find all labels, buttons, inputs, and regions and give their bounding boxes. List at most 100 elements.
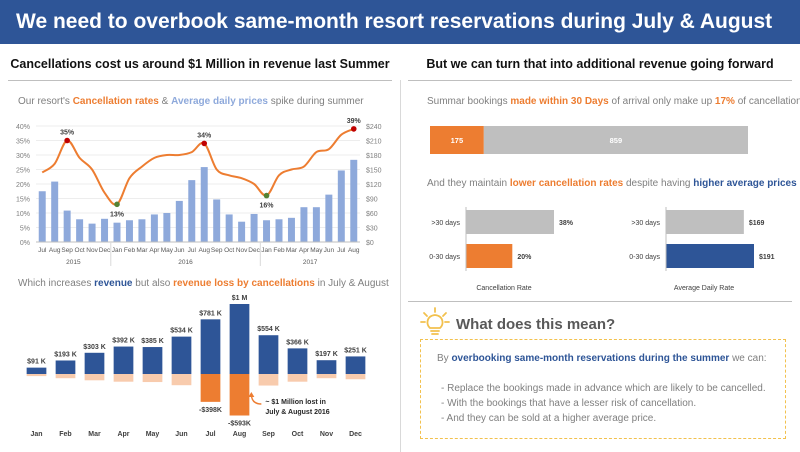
point-marker bbox=[263, 192, 270, 199]
month-tick-label: Jun bbox=[324, 247, 335, 254]
price-bar bbox=[138, 219, 146, 242]
price-bar bbox=[200, 167, 208, 242]
month-tick-label: Oct bbox=[75, 247, 85, 254]
price-bar bbox=[300, 207, 308, 242]
month-tick-label: Mar bbox=[136, 247, 148, 254]
share-segment-label: 859 bbox=[610, 136, 623, 145]
month-tick-label: Sep bbox=[262, 431, 275, 438]
month-tick-label: Jul bbox=[38, 247, 47, 254]
month-tick-label: Jun bbox=[175, 431, 187, 438]
point-label: 13% bbox=[110, 211, 125, 218]
average-daily-rate-chart: >30 days $169 0-30 days $191 Average Daily R… bbox=[629, 207, 775, 292]
price-bar bbox=[150, 214, 158, 242]
revenue-value-label: $385 K bbox=[141, 338, 164, 345]
higher-prices-highlight: higher average prices bbox=[693, 178, 797, 189]
price-bar bbox=[175, 200, 183, 242]
revenue-value-label: $366 K bbox=[286, 339, 309, 346]
y-right-tick-label: $150 bbox=[366, 168, 382, 175]
revenue-bar bbox=[142, 347, 163, 374]
loss-bar bbox=[113, 374, 134, 382]
y-left-tick-label: 5% bbox=[20, 226, 30, 233]
revenue-value-label: $197 K bbox=[315, 351, 338, 358]
loss-bar bbox=[229, 374, 250, 416]
point-label: 34% bbox=[197, 132, 212, 139]
price-bar bbox=[113, 222, 121, 242]
y-left-tick-label: 40% bbox=[16, 124, 30, 131]
tip-item: - Replace the bookings made in advance w… bbox=[441, 383, 766, 394]
price-bar bbox=[38, 191, 46, 242]
revenue-bar bbox=[316, 360, 337, 374]
month-tick-label: Apr bbox=[149, 247, 160, 254]
month-tick-label: Oct bbox=[224, 247, 234, 254]
tip-item: - With the bookings that have a lesser r… bbox=[441, 398, 697, 409]
price-bar bbox=[76, 219, 84, 242]
y-right-tick-label: $0 bbox=[366, 240, 374, 247]
price-bar bbox=[275, 219, 283, 242]
y-right-tick-label: $60 bbox=[366, 211, 378, 218]
month-tick-label: Jul bbox=[205, 431, 215, 438]
point-label: 35% bbox=[60, 130, 75, 137]
month-tick-label: Jul bbox=[337, 247, 346, 254]
bar-category-label: 0-30 days bbox=[429, 254, 460, 261]
compare-bar bbox=[466, 244, 513, 268]
revenue-value-label: $554 K bbox=[257, 326, 280, 333]
revenue-highlight: revenue bbox=[94, 278, 133, 289]
price-bar bbox=[213, 199, 221, 242]
cancellation-rate-line bbox=[41, 127, 355, 206]
revenue-bar bbox=[345, 356, 366, 374]
revenue-value-label: $91 K bbox=[27, 359, 46, 366]
chart1-caption: Our resort's Cancellation rates & Averag… bbox=[18, 96, 364, 107]
compare-bar bbox=[666, 210, 744, 234]
month-tick-label: Nov bbox=[236, 247, 248, 254]
chart-title: Average Daily Rate bbox=[674, 285, 734, 292]
share-segment bbox=[483, 126, 748, 154]
revenue-value-label: $251 K bbox=[344, 347, 367, 354]
y-left-tick-label: 15% bbox=[16, 197, 30, 204]
month-tick-label: Jun bbox=[174, 247, 185, 254]
lightbulb-icon bbox=[420, 307, 450, 335]
y-right-tick-label: $180 bbox=[366, 153, 382, 160]
y-right-tick-label: $120 bbox=[366, 182, 382, 189]
price-bar bbox=[63, 210, 71, 242]
share-segment bbox=[430, 126, 484, 154]
revenue-value-label: $303 K bbox=[83, 344, 106, 351]
revenue-bar bbox=[26, 367, 47, 374]
year-tick-label: 2016 bbox=[178, 259, 193, 266]
price-bar bbox=[263, 220, 271, 242]
loss-value-label: -$398K bbox=[199, 407, 222, 414]
chart3-caption: Summar bookings made within 30 Days of a… bbox=[427, 96, 800, 107]
point-marker bbox=[64, 137, 70, 144]
price-bar bbox=[350, 159, 358, 242]
revenue-bar bbox=[229, 304, 250, 374]
bar-category-label: >30 days bbox=[631, 220, 660, 227]
cancellation-rate-chart: >30 days 38% 0-30 days 20% Cancellation Rate bbox=[429, 207, 574, 292]
month-tick-label: Feb bbox=[273, 247, 285, 254]
price-bar bbox=[287, 217, 295, 242]
month-tick-label: Mar bbox=[286, 247, 298, 254]
month-tick-label: May bbox=[161, 247, 174, 254]
price-bar bbox=[250, 213, 258, 242]
revenue-bar bbox=[258, 335, 279, 374]
revenue-loss-highlight: revenue loss by cancellations bbox=[173, 278, 315, 289]
price-bar bbox=[325, 194, 333, 242]
price-bar bbox=[125, 220, 133, 242]
revenue-value-label: $534 K bbox=[170, 328, 193, 335]
loss-bar bbox=[287, 374, 308, 382]
annotation-text: ~ $1 Million lost in bbox=[265, 399, 325, 406]
price-bar bbox=[88, 223, 96, 242]
bar-category-label: 0-30 days bbox=[629, 254, 660, 261]
bar-value-label: 38% bbox=[559, 220, 574, 227]
y-right-tick-label: $90 bbox=[366, 197, 378, 204]
month-tick-label: Dec bbox=[349, 431, 362, 438]
tip-box: By overbooking same-month reservations d… bbox=[420, 339, 786, 439]
month-tick-label: Dec bbox=[248, 247, 260, 254]
bar-category-label: >30 days bbox=[431, 220, 460, 227]
month-tick-label: Aug bbox=[233, 431, 247, 438]
revenue-value-label: $1 M bbox=[232, 295, 248, 302]
month-tick-label: Aug bbox=[198, 247, 210, 254]
lower-cancellation-highlight: lower cancellation rates bbox=[509, 178, 624, 189]
page-title: We need to overbook same-month resort re… bbox=[0, 0, 800, 44]
y-left-tick-label: 10% bbox=[16, 211, 30, 218]
loss-bar bbox=[84, 374, 105, 381]
revenue-value-label: $392 K bbox=[112, 338, 135, 345]
